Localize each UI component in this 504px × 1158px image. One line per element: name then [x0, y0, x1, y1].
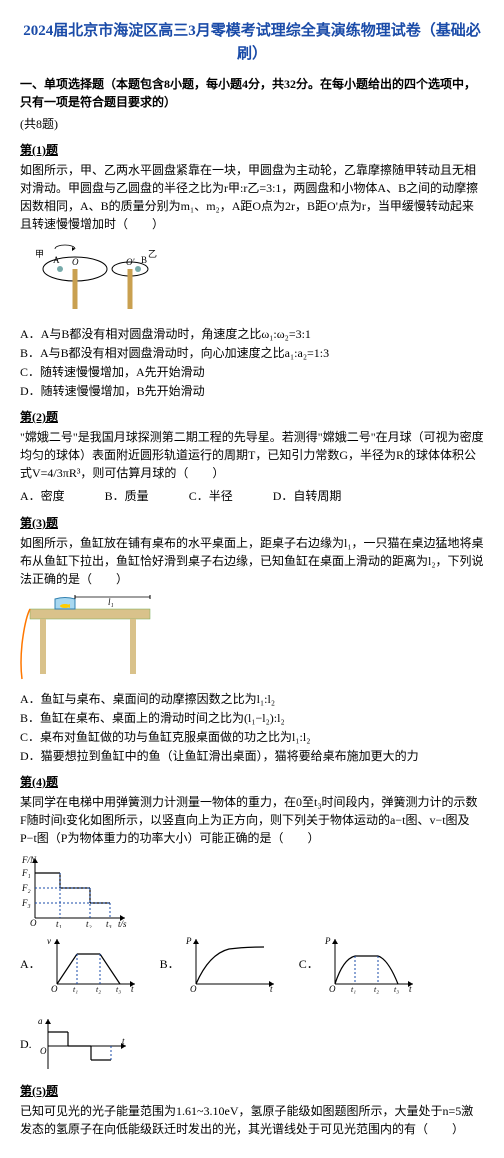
q3-optB: B．鱼缸在桌布、桌面上的滑动时间之比为(l₁−l₂):l₂ — [20, 709, 484, 727]
svg-text:O': O' — [126, 257, 135, 267]
svg-text:F₁: F₁ — [21, 868, 31, 878]
q4-optC: C． — [299, 955, 319, 973]
svg-text:t₁: t₁ — [351, 985, 356, 994]
q4-graphA: v t O t₁ t₂ t₃ — [45, 934, 140, 994]
q4-num: 第(4)题 — [20, 773, 484, 791]
q4-stem: 某同学在电梯中用弹簧测力计测量一物体的重力，在0至t₃时间段内，弹簧测力计的示数… — [20, 793, 484, 847]
section-heading: 一、单项选择题（本题包含8小题，每小题4分，共32分。在每小题给出的四个选项中，… — [20, 75, 484, 111]
svg-text:F₃: F₃ — [21, 898, 31, 908]
svg-text:t₂: t₂ — [374, 985, 379, 994]
q3-optC: C．桌布对鱼缸做的功与鱼缸克服桌面做的功之比为l₁:l₂ — [20, 728, 484, 746]
svg-text:F/N: F/N — [21, 855, 37, 865]
q4-optD-wrap: D. a t O — [20, 1014, 131, 1074]
q4-graphB: P t O — [184, 934, 279, 994]
svg-text:F₂: F₂ — [21, 883, 31, 893]
q4-optA-wrap: A． v t O t₁ t₂ t₃ — [20, 934, 140, 994]
svg-text:P: P — [185, 936, 192, 946]
svg-text:t: t — [409, 984, 412, 994]
q3-stem: 如图所示，鱼缸放在铺有桌布的水平桌面上，距桌子右边缘为l₁，一只猫在桌边猛地将桌… — [20, 534, 484, 588]
svg-text:t₁: t₁ — [73, 985, 78, 994]
q4-options: A． v t O t₁ t₂ t₃ B． P t O — [20, 934, 484, 1074]
svg-text:t₁: t₁ — [56, 919, 62, 928]
q4-graphD: a t O — [36, 1014, 131, 1074]
q3-figure: l₁ — [20, 594, 484, 684]
q1-stem: 如图所示，甲、乙两水平圆盘紧靠在一块，甲圆盘为主动轮，乙靠摩擦随甲转动且无相对滑… — [20, 161, 484, 233]
svg-text:O: O — [190, 984, 197, 994]
q1-optB: B．A与B都没有相对圆盘滑动时，向心加速度之比a₁:a₂=1:3 — [20, 344, 484, 362]
svg-text:O: O — [40, 1046, 47, 1056]
q3-optD: D．猫要想拉到鱼缸中的鱼（让鱼缸滑出桌面），猫将要给桌布施加更大的力 — [20, 747, 484, 765]
q3-diagram: l₁ — [20, 594, 180, 684]
svg-text:t₃: t₃ — [394, 985, 399, 994]
q4-main-graph: F/N t/s O F₁ F₂ F₃ t₁ t₂ t₃ — [20, 853, 130, 928]
svg-text:P: P — [324, 936, 331, 946]
q2-optC: C．半径 — [189, 487, 233, 505]
svg-text:t₂: t₂ — [96, 985, 101, 994]
q2-options: A．密度 B．质量 C．半径 D．自转周期 — [20, 486, 484, 506]
q4-main-figure: F/N t/s O F₁ F₂ F₃ t₁ t₂ t₃ — [20, 853, 484, 928]
svg-text:t₂: t₂ — [86, 919, 92, 928]
svg-text:B: B — [141, 255, 147, 265]
svg-text:O: O — [51, 984, 58, 994]
q2-optB: B．质量 — [105, 487, 149, 505]
svg-text:t: t — [270, 984, 273, 994]
q1-diagram: O O' A B 甲 乙 — [20, 239, 200, 319]
svg-text:t₃: t₃ — [116, 985, 121, 994]
svg-text:t: t — [131, 984, 134, 994]
svg-text:v: v — [47, 936, 51, 946]
q1-options: A．A与B都没有相对圆盘滑动时，角速度之比ω₁:ω₂=3:1 B．A与B都没有相… — [20, 325, 484, 400]
q4-optD: D. — [20, 1035, 32, 1053]
svg-text:O: O — [329, 984, 336, 994]
q2-num: 第(2)题 — [20, 408, 484, 426]
section-heading-text: 一、单项选择题（本题包含8小题，每小题4分，共32分。在每小题给出的四个选项中，… — [20, 77, 476, 109]
q5-num: 第(5)题 — [20, 1082, 484, 1100]
svg-text:乙: 乙 — [148, 249, 157, 259]
q1-optA: A．A与B都没有相对圆盘滑动时，角速度之比ω₁:ω₂=3:1 — [20, 325, 484, 343]
svg-text:a: a — [38, 1016, 43, 1026]
svg-text:O: O — [30, 918, 37, 928]
svg-text:t: t — [122, 1036, 125, 1046]
svg-text:t/s: t/s — [118, 919, 127, 928]
svg-text:A: A — [53, 255, 60, 265]
q4-optB: B． — [160, 955, 180, 973]
q3-options: A．鱼缸与桌布、桌面间的动摩擦因数之比为l₁:l₂ B．鱼缸在桌布、桌面上的滑动… — [20, 690, 484, 765]
q2-optD: D．自转周期 — [273, 487, 342, 505]
q5-stem: 已知可见光的光子能量范围为1.61~3.10eV，氢原子能级如图题图所示，大量处… — [20, 1102, 484, 1138]
q3-optA: A．鱼缸与桌布、桌面间的动摩擦因数之比为l₁:l₂ — [20, 690, 484, 708]
q1-figure: O O' A B 甲 乙 — [20, 239, 484, 319]
section-count: (共8题) — [20, 115, 484, 133]
q4-optC-wrap: C． P t O t₁ t₂ t₃ — [299, 934, 418, 994]
page-title: 2024届北京市海淀区高三3月零模考试理综全真演练物理试卷（基础必刷） — [20, 20, 484, 65]
q1-optD: D．随转速慢慢增加，B先开始滑动 — [20, 382, 484, 400]
svg-text:甲: 甲 — [35, 249, 44, 259]
svg-text:t₃: t₃ — [106, 919, 112, 928]
q1-num: 第(1)题 — [20, 141, 484, 159]
q2-optA: A．密度 — [20, 487, 65, 505]
q4-graphC: P t O t₁ t₂ t₃ — [323, 934, 418, 994]
q2-stem: "嫦娥二号"是我国月球探测第二期工程的先导星。若测得"嫦娥二号"在月球（可视为密… — [20, 428, 484, 482]
q4-optB-wrap: B． P t O — [160, 934, 279, 994]
q4-optA: A． — [20, 955, 41, 973]
svg-text:l₁: l₁ — [108, 597, 114, 607]
q1-optC: C．随转速慢慢增加，A先开始滑动 — [20, 363, 484, 381]
svg-text:O: O — [72, 257, 79, 267]
q3-num: 第(3)题 — [20, 514, 484, 532]
